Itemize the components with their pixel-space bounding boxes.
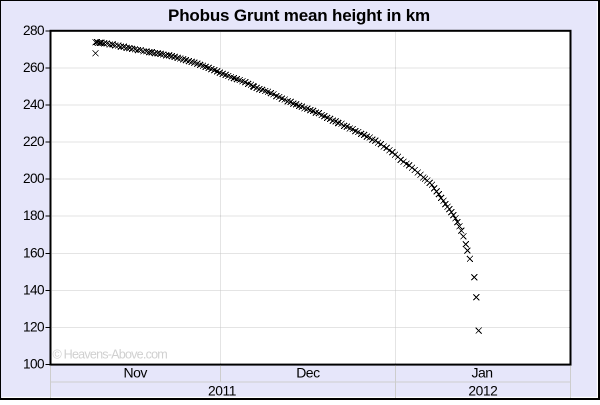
- svg-text:240: 240: [23, 97, 45, 112]
- svg-text:Jan: Jan: [471, 364, 492, 380]
- svg-text:2012: 2012: [468, 384, 497, 399]
- svg-text:200: 200: [23, 171, 45, 186]
- svg-text:© Heavens-Above.com: © Heavens-Above.com: [53, 348, 168, 362]
- svg-text:160: 160: [23, 245, 45, 260]
- svg-text:120: 120: [23, 320, 45, 335]
- svg-text:220: 220: [23, 134, 45, 149]
- svg-text:260: 260: [23, 60, 45, 75]
- svg-text:100: 100: [23, 357, 45, 372]
- svg-text:2011: 2011: [208, 384, 236, 399]
- svg-text:Nov: Nov: [123, 364, 147, 380]
- svg-text:180: 180: [23, 208, 45, 223]
- svg-text:140: 140: [23, 282, 45, 297]
- svg-text:Phobus Grunt mean height in km: Phobus Grunt mean height in km: [168, 6, 430, 25]
- svg-text:280: 280: [23, 23, 45, 38]
- svg-text:Dec: Dec: [296, 364, 320, 380]
